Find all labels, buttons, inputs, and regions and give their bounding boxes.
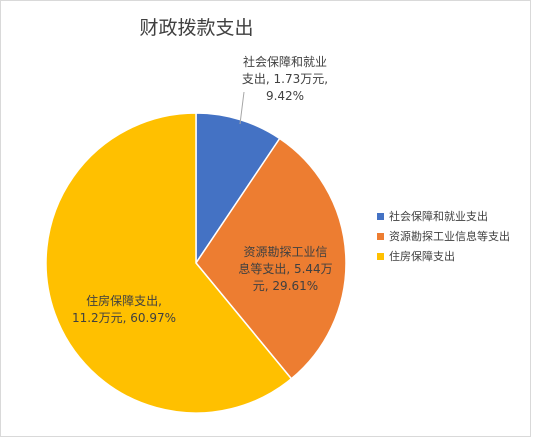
leader-line: [239, 91, 245, 125]
legend: 社会保障和就业支出 资源勘探工业信息等支出 住房保障支出: [377, 206, 510, 266]
legend-item-social-security: 社会保障和就业支出: [377, 206, 510, 226]
legend-item-resource-industry: 资源勘探工业信息等支出: [377, 226, 510, 246]
legend-label: 住房保障支出: [389, 250, 455, 263]
pie-slice-housing: [45, 112, 293, 414]
legend-label: 社会保障和就业支出: [389, 210, 488, 223]
data-label-social-security: 社会保障和就业 支出, 1.73万元, 9.42%: [241, 55, 329, 103]
data-label-resource-industry: 资源勘探工业信 息等支出, 5.44万 元, 29.61%: [238, 245, 333, 293]
chart-title: 财政拨款支出: [139, 17, 254, 39]
pie-slice-resource-industry: [195, 137, 347, 380]
legend-swatch: [377, 212, 384, 220]
legend-swatch: [377, 232, 384, 240]
pie-slice-social-security: [195, 112, 281, 266]
legend-swatch: [377, 252, 384, 260]
data-label-housing: 住房保障支出, 11.2万元, 60.97%: [71, 294, 177, 325]
legend-label: 资源勘探工业信息等支出: [389, 230, 510, 243]
legend-item-housing: 住房保障支出: [377, 246, 510, 266]
